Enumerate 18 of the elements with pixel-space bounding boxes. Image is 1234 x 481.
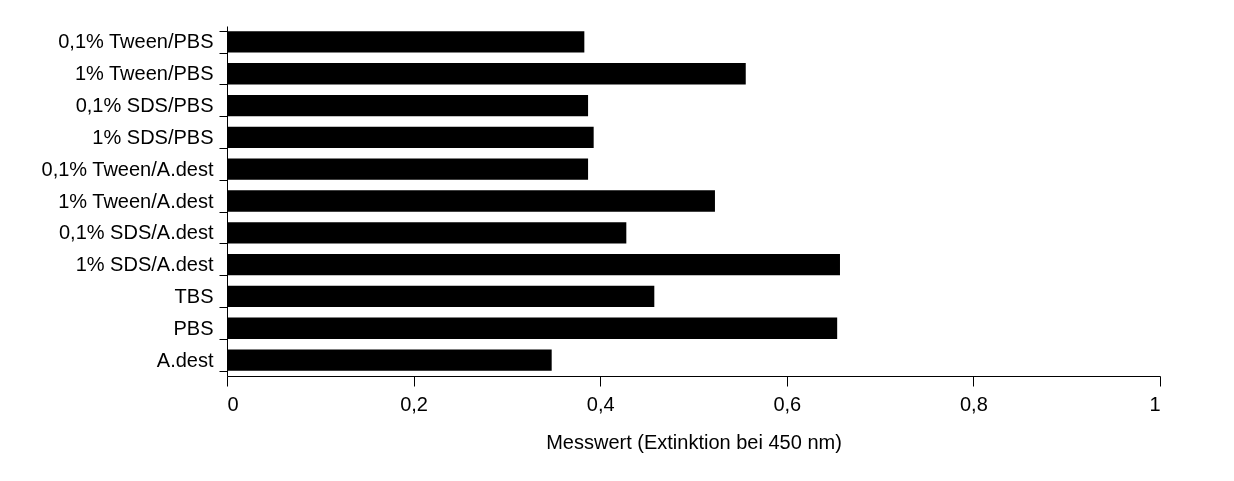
y-tick-label: A.dest bbox=[156, 348, 214, 371]
y-tick-label: 1% SDS/A.dest bbox=[75, 253, 214, 276]
x-tick-label: 0 bbox=[227, 392, 239, 415]
y-tick-label: 1% Tween/PBS bbox=[74, 62, 214, 85]
y-tick-label: 1% Tween/A.dest bbox=[58, 189, 214, 212]
x-tick-label: 0,6 bbox=[773, 392, 802, 415]
y-tick-label: 0,1% SDS/A.dest bbox=[58, 221, 214, 244]
y-tick-label: 0,1% Tween/PBS bbox=[58, 30, 214, 53]
y-tick-label: 1% SDS/PBS bbox=[92, 125, 214, 148]
x-tick-label: 0,8 bbox=[959, 392, 988, 415]
y-tick-label: 0,1% SDS/PBS bbox=[75, 94, 214, 117]
y-tick-label: TBS bbox=[174, 284, 214, 307]
y-tick-label: 0,1% Tween/A.dest bbox=[41, 157, 214, 180]
y-tick-label: PBS bbox=[173, 316, 214, 339]
x-tick-label: 0,4 bbox=[586, 392, 615, 415]
x-tick-label: 0,2 bbox=[400, 392, 429, 415]
x-axis-title: Messwert (Extinktion bei 450 nm) bbox=[546, 430, 842, 453]
x-tick-label: 1 bbox=[1149, 392, 1161, 415]
